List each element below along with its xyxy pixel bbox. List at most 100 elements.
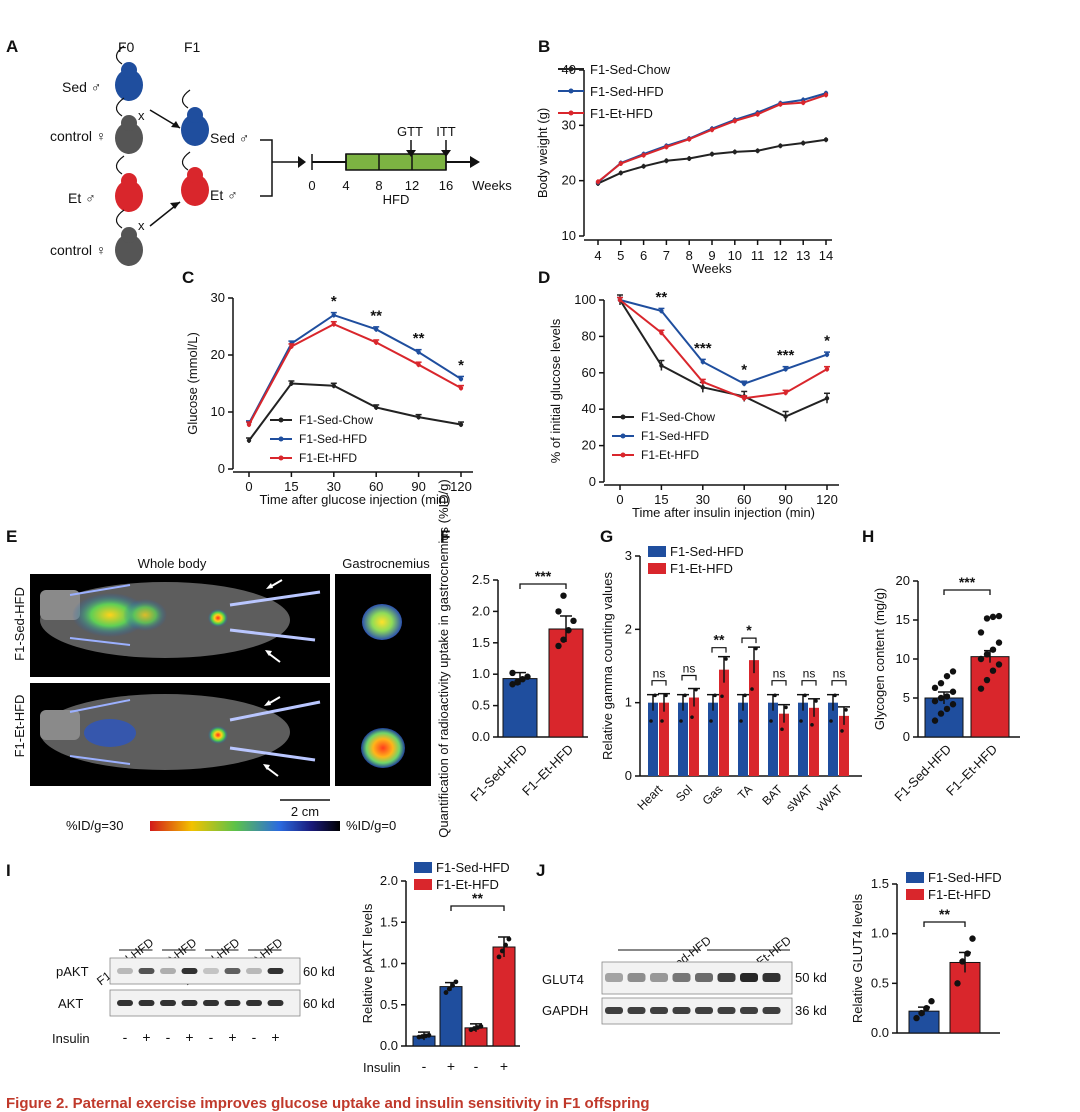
bar — [689, 697, 699, 776]
x-tick-label: 6 — [640, 248, 647, 263]
significance-marker: ** — [656, 289, 668, 306]
data-dot — [443, 990, 449, 995]
insulin-sign: + — [228, 1029, 236, 1045]
data-dot — [989, 667, 997, 674]
series-line — [248, 323, 462, 426]
blot-band — [246, 968, 262, 974]
y-tick-label: 0.5 — [380, 997, 398, 1012]
y-axis-label: Quantification of radioactivity uptake i… — [436, 479, 451, 837]
bar — [439, 986, 463, 1047]
x-tick-label: 13 — [796, 248, 810, 263]
arrow-head-icon — [171, 121, 180, 128]
data-dot — [450, 983, 455, 988]
blot-band — [695, 1007, 713, 1014]
data-dot — [560, 592, 567, 599]
blot-band — [627, 1007, 646, 1014]
arrow-head-icon — [470, 156, 480, 168]
insulin-sign: + — [185, 1029, 193, 1045]
data-point — [416, 414, 421, 420]
y-tick-label: 20 — [896, 573, 910, 588]
significance-marker: *** — [535, 568, 552, 584]
blot-band — [717, 1007, 736, 1014]
row-label: GLUT4 — [542, 972, 584, 987]
gtt-label: GTT — [397, 124, 423, 139]
legend-swatch — [648, 563, 666, 574]
data-dot — [983, 676, 991, 684]
significance-bracket — [771, 680, 787, 686]
insulin-sign: - — [123, 1029, 128, 1045]
data-point — [374, 327, 379, 332]
data-dot — [514, 679, 521, 686]
data-dot — [959, 958, 966, 965]
y-tick-label: 40 — [582, 401, 596, 416]
x-tick-label: 15 — [284, 479, 298, 494]
mouse-icon-sed-f1 — [181, 89, 209, 146]
blot-band — [740, 973, 758, 982]
data-point — [618, 161, 623, 166]
data-dot — [931, 697, 939, 705]
y-tick-label: 3 — [625, 548, 632, 563]
blot-band — [672, 1007, 691, 1014]
x-tick-label: 30 — [327, 479, 341, 494]
data-point — [742, 381, 747, 386]
series-line — [619, 299, 828, 400]
blot-band — [717, 973, 736, 982]
arrow-icon — [264, 700, 271, 706]
label-f1-et-male: Et ♂ — [210, 187, 238, 203]
blot-band — [138, 1000, 155, 1006]
kd-label: 60 kd — [303, 996, 335, 1011]
data-point — [801, 100, 806, 105]
blot-band — [203, 1000, 219, 1006]
legend-marker — [568, 66, 574, 72]
data-dot — [649, 719, 653, 723]
blot-band — [181, 1000, 198, 1006]
data-point — [783, 390, 788, 396]
data-point — [755, 148, 760, 153]
mouse-icon-control-f0-2 — [115, 209, 143, 266]
kd-label: 36 kd — [795, 1003, 827, 1018]
data-dot — [810, 723, 814, 727]
x-tick-label: TA — [735, 782, 755, 802]
data-dot — [989, 613, 997, 621]
legend-label: F1-Sed-HFD — [641, 429, 709, 443]
y-tick-label: 30 — [562, 117, 576, 132]
timeline-tick-label: 8 — [375, 178, 382, 193]
data-dot — [565, 627, 572, 634]
significance-marker: ** — [714, 632, 725, 648]
data-dot — [426, 1032, 432, 1038]
hfd-label: HFD — [383, 192, 410, 207]
significance-bracket — [519, 583, 567, 589]
data-dot — [829, 719, 833, 723]
data-dot — [954, 980, 961, 987]
data-dot — [570, 617, 577, 625]
x-tick-label: 60 — [369, 479, 383, 494]
panel-label: A — [6, 37, 18, 56]
x-tick-label: 7 — [663, 248, 670, 263]
y-tick-label: 0 — [625, 768, 632, 783]
y-tick-label: 1 — [625, 695, 632, 710]
y-tick-label: 100 — [574, 292, 596, 307]
data-dot — [506, 936, 512, 942]
label-f1-sed-male: Sed ♂ — [210, 130, 249, 146]
data-dot — [478, 1023, 484, 1029]
data-dot — [995, 639, 1003, 646]
panel-label: J — [536, 861, 545, 880]
bar — [768, 702, 778, 776]
significance-marker: ** — [472, 890, 483, 906]
panel-label: F — [440, 527, 450, 546]
legend-label: F1-Sed-HFD — [928, 870, 1002, 885]
blot-band — [160, 968, 176, 974]
y-tick-label: 2 — [625, 621, 632, 636]
data-dot — [943, 693, 951, 700]
data-point — [783, 366, 788, 372]
significance-bracket — [801, 680, 817, 686]
blot-band — [117, 968, 133, 974]
legend-swatch — [906, 872, 924, 883]
mouse-icon-control-f0 — [115, 97, 143, 154]
insulin-sign: + — [271, 1029, 279, 1045]
significance-bracket — [923, 921, 966, 927]
data-point — [331, 322, 336, 327]
data-point — [416, 362, 421, 367]
y-tick-label: 0.5 — [472, 698, 490, 713]
panel-label: B — [538, 37, 550, 56]
